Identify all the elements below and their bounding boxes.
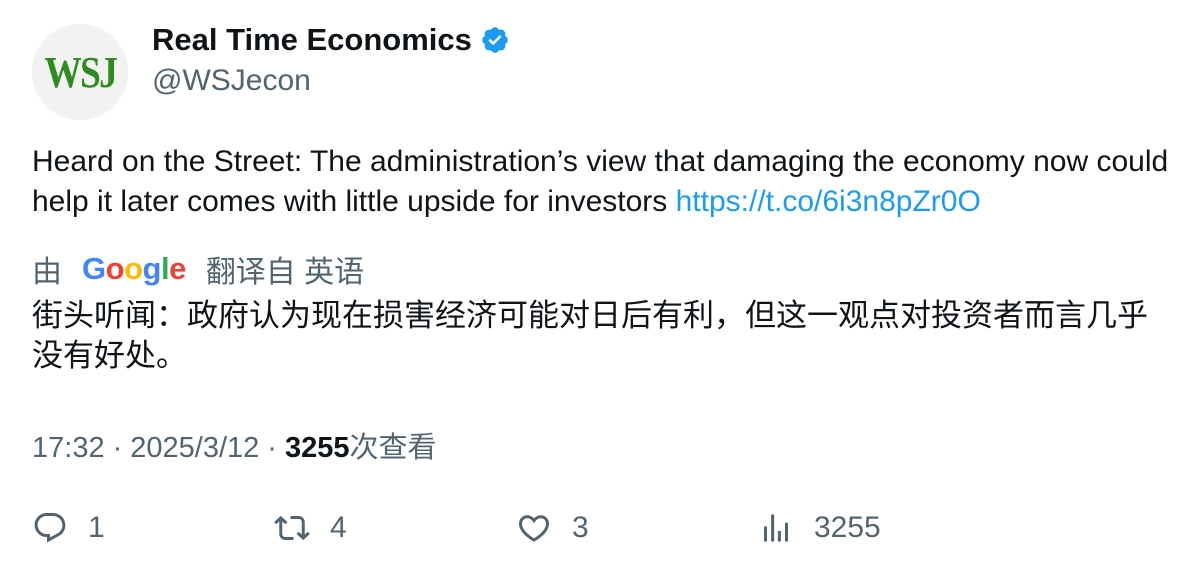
- reply-icon: [34, 513, 66, 543]
- reply-button[interactable]: 1: [32, 510, 105, 546]
- like-button[interactable]: 3: [516, 510, 589, 546]
- analytics-icon: [764, 514, 788, 542]
- avatar[interactable]: WSJ: [32, 24, 128, 120]
- meta-separator: ·: [112, 432, 123, 464]
- tweet-date[interactable]: 2025/3/12: [130, 432, 260, 464]
- retweet-button[interactable]: 4: [274, 510, 347, 546]
- translation-suffix: 翻译自 英语: [205, 256, 365, 289]
- retweet-icon: [274, 515, 310, 541]
- reply-count: 1: [88, 511, 105, 544]
- views-action-count: 3255: [814, 511, 881, 544]
- views-label: 次查看: [349, 432, 437, 464]
- meta-separator-2: ·: [267, 432, 277, 464]
- verified-badge-icon: [482, 27, 508, 53]
- author-name-row: Real Time Economics: [152, 22, 510, 58]
- translation-prefix: 由: [32, 256, 62, 289]
- heart-icon: [518, 515, 550, 542]
- like-count: 3: [572, 511, 589, 544]
- tweet-link[interactable]: https://t.co/6i3n8pZr0O: [675, 185, 981, 218]
- tweet-time[interactable]: 17:32: [32, 432, 105, 464]
- views-count: 3255: [284, 432, 350, 464]
- views-button[interactable]: 3255: [758, 510, 881, 546]
- retweet-count: 4: [330, 511, 347, 544]
- translation-attribution: 由 Google 翻译自 英语: [32, 247, 364, 291]
- tweet-body: Heard on the Street: The administration’…: [32, 145, 1169, 218]
- action-bar: 1 4 3 3255: [0, 510, 1196, 558]
- avatar-logo: WSJ: [44, 47, 118, 97]
- tweet-meta: 17:32 · 2025/3/12 · 3255 次查看: [32, 424, 436, 466]
- author-handle[interactable]: @WSJecon: [152, 64, 311, 97]
- google-logo: Google: [82, 251, 186, 286]
- translated-text: 街头听闻：政府认为现在损害经济可能对日后有利，但这一观点对投资者而言几乎没有好处…: [32, 298, 1148, 374]
- author-name[interactable]: Real Time Economics: [152, 22, 472, 57]
- tweet-text: Heard on the Street: The administration’…: [32, 142, 1172, 222]
